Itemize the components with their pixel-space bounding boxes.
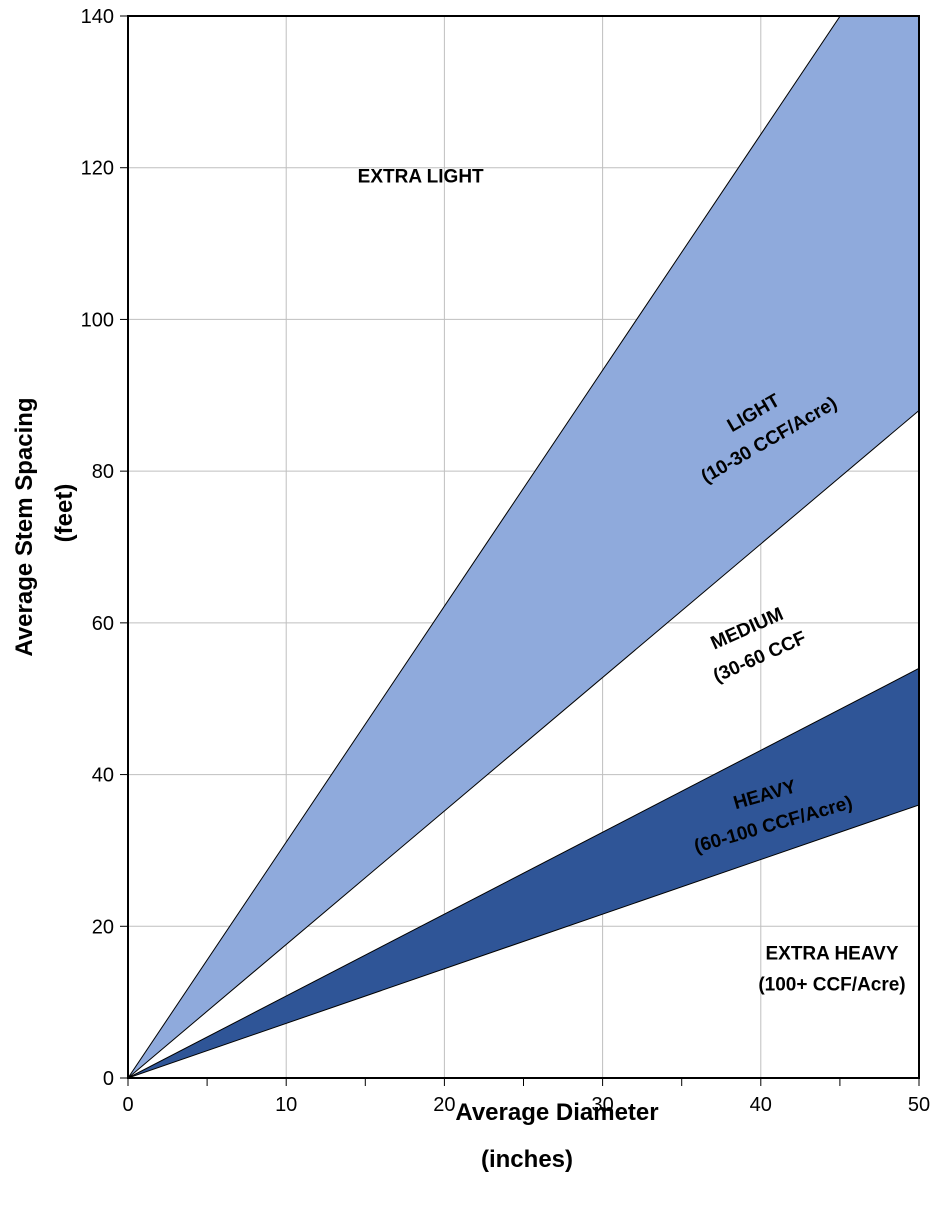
y-axis-title: Average Stem Spacing: [11, 397, 38, 656]
region-label-line: EXTRA LIGHT: [358, 166, 484, 187]
y-tick-label: 140: [81, 6, 114, 28]
x-axis-subtitle: (inches): [481, 1146, 573, 1173]
y-tick-label: 100: [81, 309, 114, 331]
y-tick-label: 20: [92, 916, 114, 938]
region-label-line: EXTRA HEAVY: [765, 944, 898, 965]
density-band-0: [128, 16, 919, 1078]
boundary-line-2: [128, 667, 919, 1078]
y-tick-label: 60: [92, 613, 114, 635]
boundary-line-1: [128, 410, 919, 1078]
y-tick-label: 80: [92, 461, 114, 483]
x-tick-label: 50: [908, 1094, 930, 1116]
region-label-0: EXTRA LIGHT: [358, 166, 484, 187]
y-axis-subtitle: (feet): [51, 484, 78, 543]
region-label-line: (100+ CCF/Acre): [758, 975, 905, 996]
x-tick-label: 0: [122, 1094, 133, 1116]
y-tick-label: 0: [103, 1068, 114, 1090]
x-tick-label: 20: [433, 1094, 455, 1116]
y-tick-label: 120: [81, 158, 114, 180]
region-label-2: MEDIUM(30-60 CCF: [708, 604, 810, 687]
boundary-line-0: [128, 16, 841, 1078]
y-tick-label: 40: [92, 765, 114, 787]
density-bands: [128, 16, 919, 1078]
region-label-4: EXTRA HEAVY (100+ CCF/Acre): [758, 944, 905, 996]
x-tick-label: 10: [275, 1094, 297, 1116]
y-axis-ticks: 0 20 40 60 80 100 120 140: [81, 6, 128, 1090]
x-axis-title: Average Diameter: [455, 1099, 658, 1126]
boundary-lines: [128, 16, 919, 1078]
boundary-line-3: [128, 804, 919, 1078]
x-axis-ticks: 0 10 20 30 40 50: [122, 1078, 930, 1116]
x-tick-label: 40: [750, 1094, 772, 1116]
x-tick-label: 30: [591, 1094, 613, 1116]
